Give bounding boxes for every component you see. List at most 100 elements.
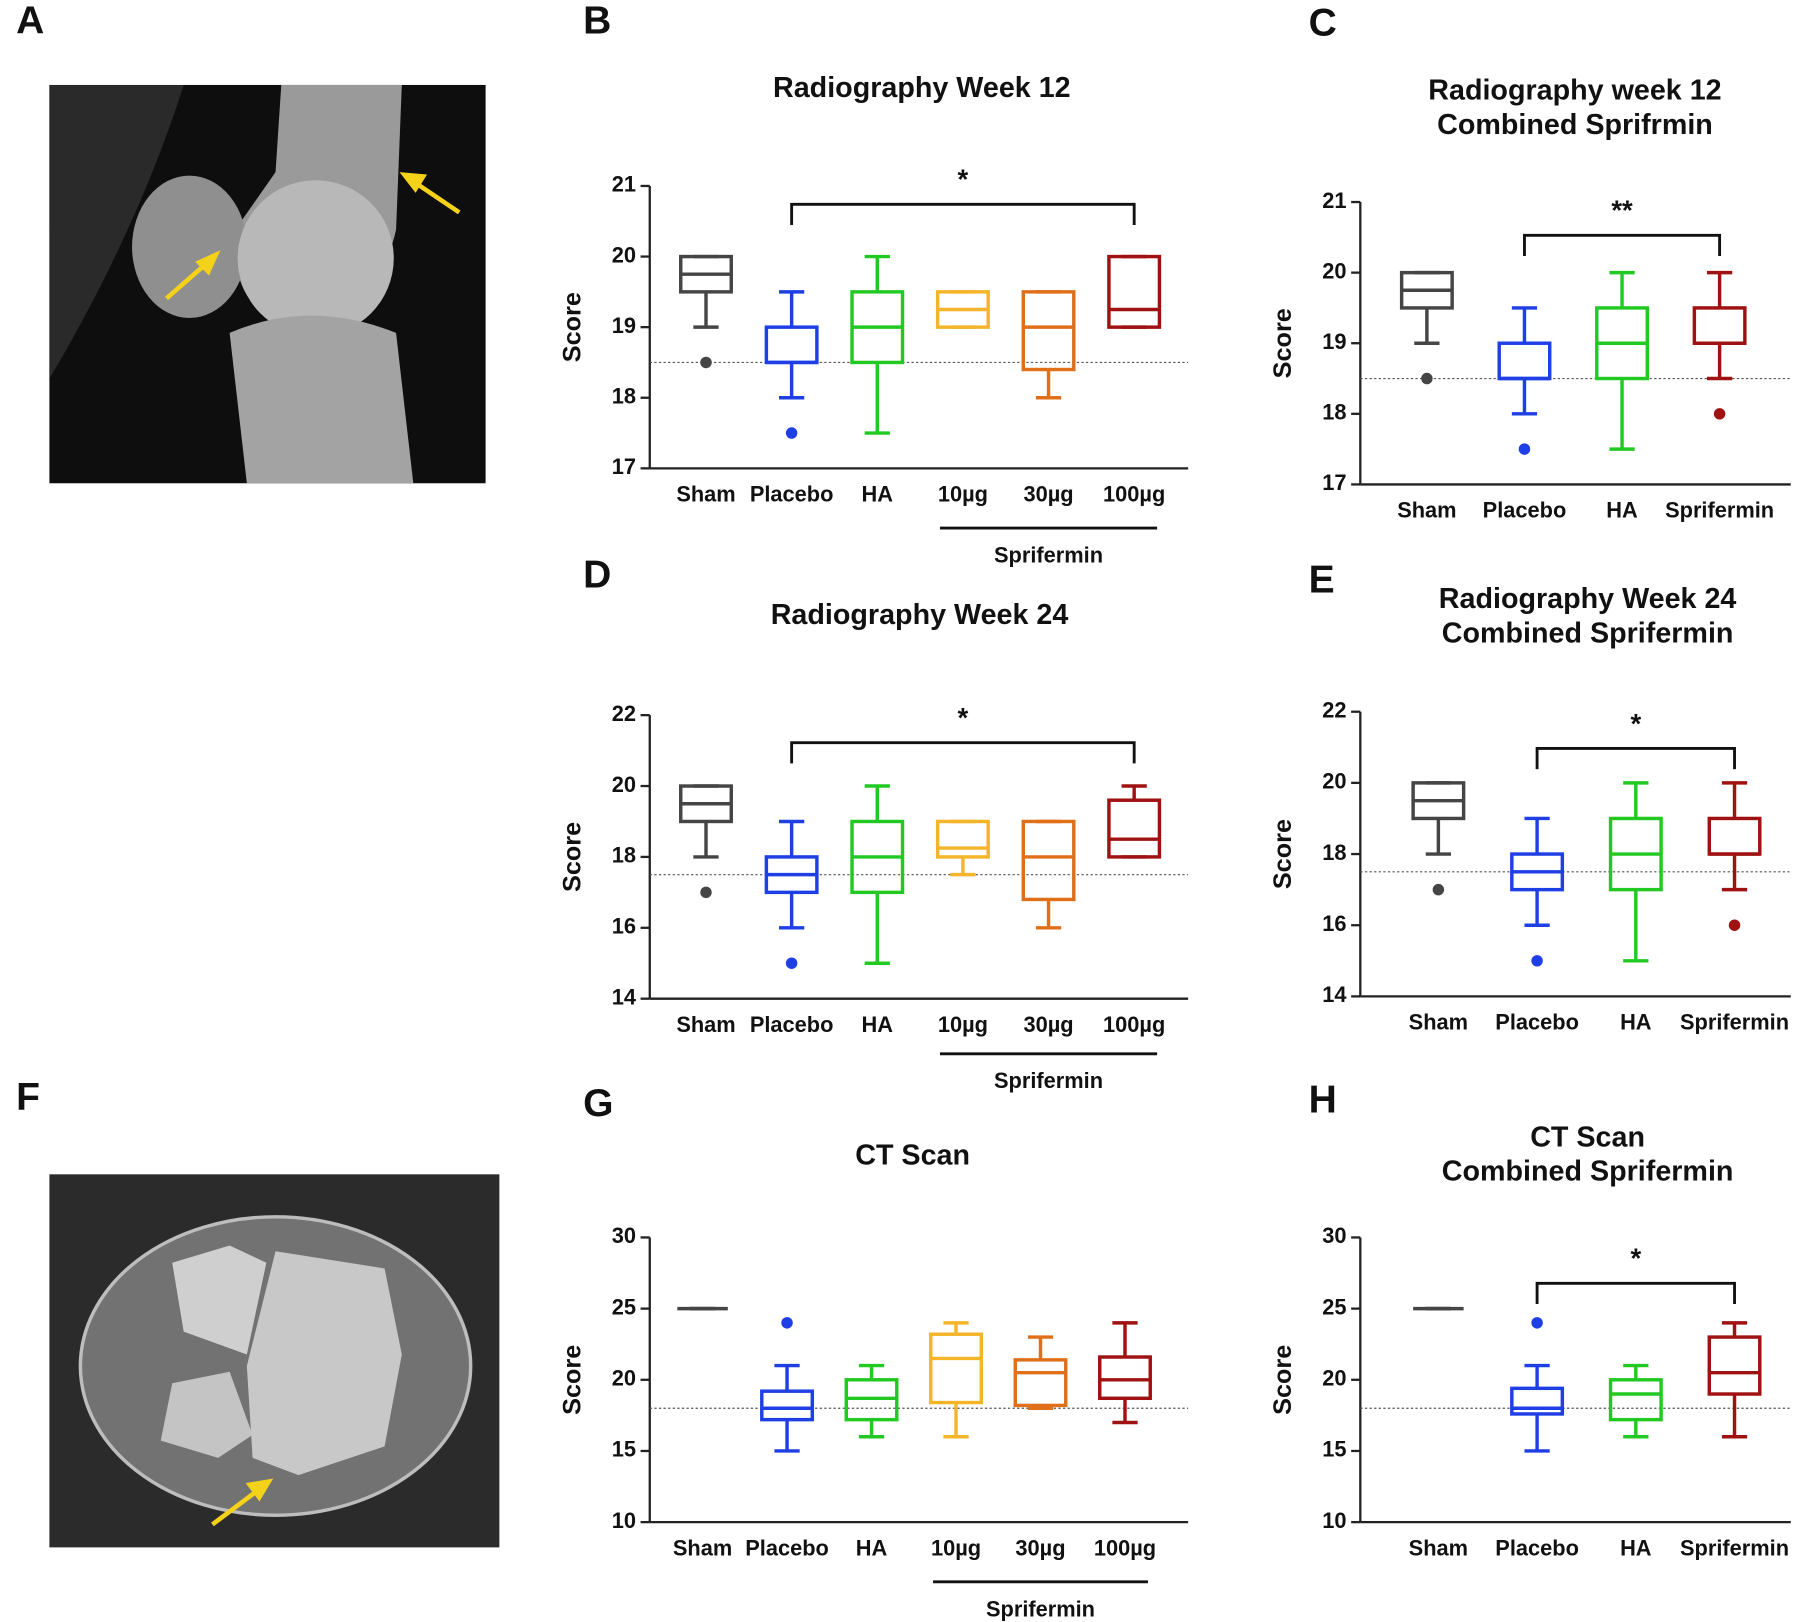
x-tick-label: Sham [676, 1012, 735, 1037]
ct-image-f [49, 1174, 500, 1548]
chart-title: Combined Sprifrmin [1437, 109, 1713, 141]
x-tick-label: Sprifermin [1680, 1010, 1789, 1035]
y-tick-label: 21 [1322, 188, 1346, 213]
group-label: Sprifermin [994, 1068, 1103, 1093]
box [1692, 306, 1747, 345]
outlier [1713, 408, 1726, 420]
y-tick-label: 17 [1322, 470, 1346, 495]
panel-letter: F [16, 1076, 40, 1119]
x-tick-label: HA [1606, 498, 1638, 523]
y-tick-label: 15 [1322, 1437, 1346, 1462]
y-tick-label: 19 [1322, 329, 1346, 354]
outlier [1728, 919, 1741, 931]
y-tick-label: 10 [612, 1508, 636, 1533]
panel-letter: A [16, 0, 44, 42]
y-axis-label: Score [1269, 1345, 1297, 1415]
x-tick-label: Sham [1409, 1535, 1468, 1560]
chart-title: Radiography Week 24 [1439, 583, 1737, 615]
x-tick-label: Placebo [750, 482, 834, 507]
y-tick-label: 14 [612, 984, 636, 1009]
x-tick-label: Sham [673, 1535, 732, 1560]
chart-title: Radiography week 12 [1428, 74, 1721, 106]
outlier [700, 886, 712, 899]
y-tick-label: 22 [1322, 697, 1346, 722]
panel-letter: D [583, 554, 611, 597]
significance-label: * [958, 164, 969, 195]
x-tick-label: 30µg [1023, 482, 1073, 507]
box [1013, 1358, 1068, 1408]
group-label: Sprifermin [994, 543, 1103, 568]
x-tick-label: Sprifermin [1665, 498, 1774, 523]
y-tick-label: 18 [1322, 840, 1346, 865]
xray-image-a [49, 84, 486, 484]
significance-bracket [1535, 1281, 1736, 1305]
chart-panel: B Radiography Week 12 Score 17 18 19 20 21 Sham P… [559, 0, 1189, 568]
x-tick-label: Sham [1397, 498, 1456, 523]
outlier [785, 427, 798, 439]
box [1021, 819, 1076, 902]
box [760, 1389, 815, 1422]
y-axis-label: Score [559, 822, 587, 892]
x-tick-label: 10µg [938, 482, 988, 507]
outlier [1531, 955, 1543, 967]
y-tick-label: 21 [612, 172, 636, 197]
box [1707, 816, 1762, 856]
chart-panel: G CT Scan Score 10 15 20 25 30 Sham Placebo HA 10µg… [559, 1082, 1189, 1621]
x-tick-label: 30µg [1015, 1535, 1065, 1560]
box [935, 819, 990, 859]
x-tick-label: HA [1620, 1010, 1652, 1035]
x-tick-label: Sprifermin [1680, 1535, 1789, 1560]
box [1021, 290, 1076, 372]
x-tick-label: Placebo [1495, 1535, 1579, 1560]
x-tick-label: HA [856, 1535, 888, 1560]
significance-label: * [958, 702, 969, 733]
significance-bracket [790, 202, 1136, 225]
chart-title: Combined Sprifermin [1442, 617, 1734, 649]
chart-title: Combined Sprifermin [1442, 1156, 1734, 1188]
box [1510, 1386, 1565, 1416]
y-tick-label: 30 [612, 1223, 636, 1248]
y-tick-label: 25 [612, 1294, 636, 1319]
outlier [1432, 883, 1445, 896]
significance-bracket [1523, 233, 1722, 256]
x-tick-label: Sham [676, 482, 735, 507]
y-tick-label: 20 [1322, 1366, 1346, 1391]
y-tick-label: 20 [1322, 769, 1346, 794]
box [1497, 341, 1552, 381]
box [1107, 798, 1162, 859]
x-tick-label: Placebo [750, 1012, 834, 1037]
x-tick-label: HA [862, 482, 894, 507]
significance-label: * [1630, 1243, 1641, 1274]
x-tick-label: HA [1620, 1535, 1652, 1560]
box [1608, 1378, 1663, 1422]
chart-title: Radiography Week 12 [773, 72, 1071, 104]
x-tick-label: Placebo [745, 1535, 829, 1560]
x-tick-label: Sham [1409, 1010, 1468, 1035]
box [764, 325, 819, 365]
panel-letter: C [1309, 2, 1337, 45]
y-tick-label: 15 [612, 1437, 636, 1462]
y-tick-label: 20 [612, 1366, 636, 1391]
outlier [1518, 443, 1531, 455]
y-tick-label: 30 [1322, 1223, 1346, 1248]
y-tick-label: 20 [612, 772, 636, 797]
y-axis-label: Score [1269, 819, 1297, 889]
chart-title: CT Scan [855, 1140, 970, 1172]
y-tick-label: 18 [1322, 400, 1346, 425]
y-tick-label: 25 [1322, 1294, 1346, 1319]
y-tick-label: 20 [612, 242, 636, 267]
x-tick-label: Placebo [1483, 498, 1567, 523]
x-tick-label: 100µg [1103, 1012, 1165, 1037]
y-tick-label: 17 [612, 454, 636, 479]
y-tick-label: 20 [1322, 258, 1346, 283]
y-tick-label: 16 [612, 914, 636, 939]
panel-letter: E [1309, 558, 1335, 601]
significance-label: * [1630, 708, 1641, 739]
significance-bracket [1535, 747, 1736, 770]
x-tick-label: 100µg [1103, 482, 1165, 507]
y-tick-label: 16 [1322, 911, 1346, 936]
outlier [1531, 1317, 1543, 1329]
chart-title: CT Scan [1530, 1121, 1645, 1153]
